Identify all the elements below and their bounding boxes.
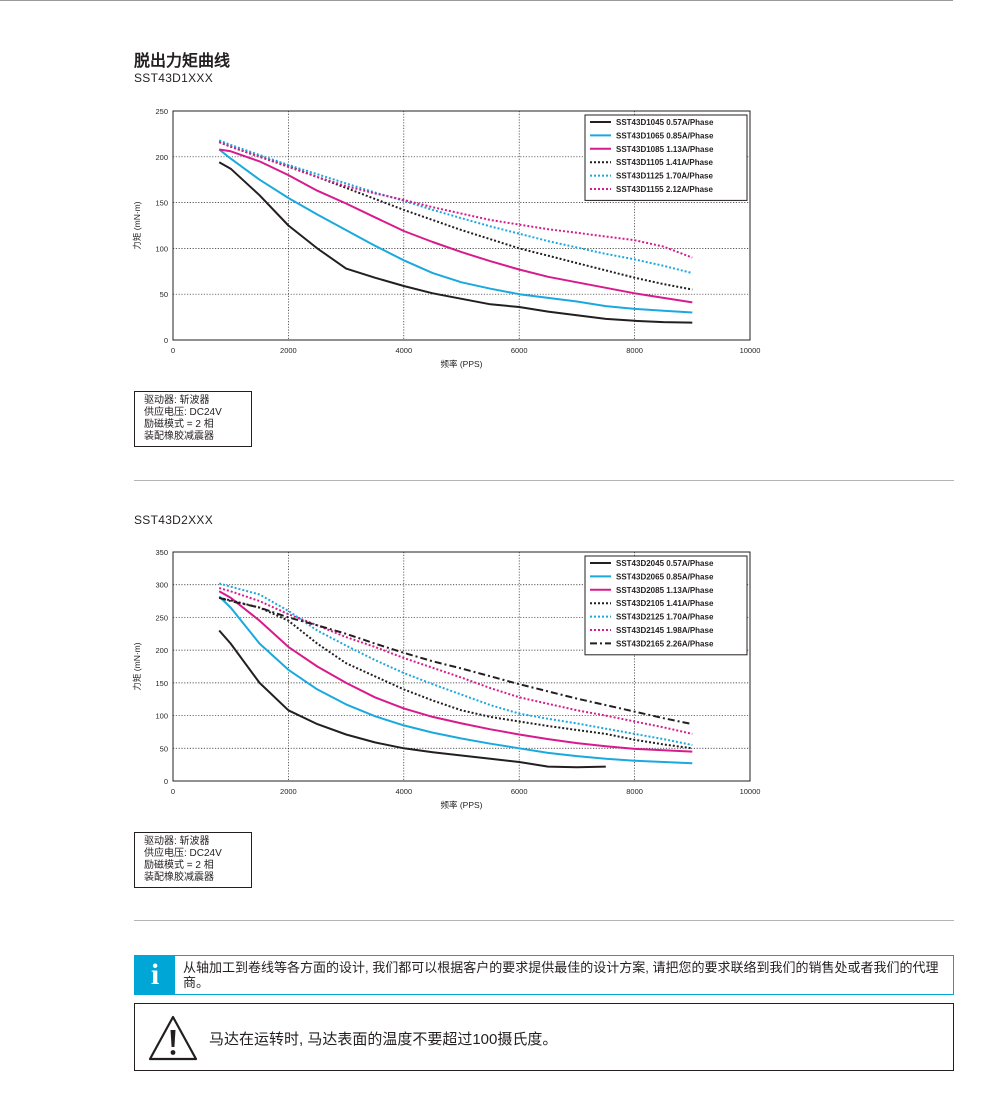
y-tick-label: 300: [155, 581, 168, 590]
series-line-5: [218, 139, 693, 275]
legend-label: SST43D1125 1.70A/Phase: [616, 172, 714, 181]
warning-box: 马达在运转时, 马达表面的温度不要超过100摄氏度。: [134, 1003, 954, 1071]
series-line-5: [218, 582, 693, 746]
warning-triangle-icon: [148, 1015, 198, 1061]
legend-label: SST43D1105 1.41A/Phase: [616, 158, 714, 167]
chart-1-notes: 驱动器: 斩波器 供应电压: DC24V 励磁模式 = 2 相 装配橡胶减震器: [134, 391, 252, 447]
legend-label: SST43D2065 0.85A/Phase: [616, 572, 714, 581]
y-tick-label: 150: [155, 199, 168, 208]
x-tick-label: 10000: [740, 787, 761, 796]
warning-text: 马达在运转时, 马达表面的温度不要超过100摄氏度。: [209, 1031, 558, 1048]
x-tick-label: 10000: [740, 346, 761, 355]
series-line-1: [218, 161, 693, 324]
y-tick-label: 250: [155, 613, 168, 622]
chart-2-svg: 0 2000 4000 6000 8000 10000 0 50 100 150 200 250 300…: [132, 548, 761, 810]
legend-label: SST43D2105 1.41A/Phase: [616, 599, 714, 608]
note-driver: 驱动器: 斩波器: [144, 395, 210, 406]
legend-label: SST43D2045 0.57A/Phase: [616, 559, 714, 568]
chart-2-model: SST43D2XXX: [134, 513, 214, 527]
y-axis-label: 力矩 (mN·m): [132, 201, 142, 249]
info-icon: i: [135, 956, 175, 994]
legend-label: SST43D1065 0.85A/Phase: [616, 131, 714, 140]
info-text: 从轴加工到卷线等各方面的设计, 我们都可以根据客户的要求提供最佳的设计方案, 请…: [183, 960, 939, 990]
legend: SST43D2045 0.57A/Phase SST43D2065 0.85A/P…: [584, 555, 748, 656]
series-line-7: [218, 596, 693, 726]
page-title: 脱出力矩曲线: [134, 53, 231, 70]
chart-1-svg: 0 2000 4000 6000 8000 10000 0 50 100 150 200 250 SST…: [132, 107, 761, 369]
chart-1-model: SST43D1XXX: [134, 71, 214, 85]
legend: SST43D1045 0.57A/Phase SST43D1065 0.85A/P…: [584, 114, 748, 201]
x-axis-label: 频率 (PPS): [440, 359, 482, 369]
y-tick-label: 200: [155, 646, 168, 655]
y-tick-label: 50: [160, 744, 168, 753]
y-tick-label: 0: [164, 777, 168, 786]
legend-label: SST43D2125 1.70A/Phase: [616, 613, 714, 622]
legend-label: SST43D2165 2.26A/Phase: [616, 639, 714, 648]
x-axis-label: 频率 (PPS): [440, 800, 482, 810]
y-tick-label: 250: [155, 107, 168, 116]
series-line-4: [218, 596, 693, 750]
x-tick-label: 8000: [626, 787, 643, 796]
y-tick-label: 200: [155, 153, 168, 162]
legend-label: SST43D2145 1.98A/Phase: [616, 626, 714, 635]
series-line-3: [218, 590, 693, 753]
section-divider: [134, 920, 954, 921]
plot-frame: [172, 551, 751, 782]
legend-label: SST43D1155 2.12A/Phase: [616, 185, 714, 194]
series-line-3: [219, 148, 693, 304]
y-tick-label: 100: [155, 712, 168, 721]
y-tick-label: 0: [164, 336, 168, 345]
note-excitation: 励磁模式 = 2 相: [144, 860, 214, 871]
y-tick-label: 50: [160, 290, 168, 299]
x-tick-label: 4000: [395, 787, 412, 796]
info-box: i 从轴加工到卷线等各方面的设计, 我们都可以根据客户的要求提供最佳的设计方案,…: [134, 955, 954, 995]
chart-2-notes: 驱动器: 斩波器 供应电压: DC24V 励磁模式 = 2 相 装配橡胶减震器: [134, 832, 252, 888]
legend-label: SST43D2085 1.13A/Phase: [616, 586, 714, 595]
x-tick-label: 4000: [395, 346, 412, 355]
series-line-2: [218, 148, 693, 314]
y-tick-label: 350: [155, 548, 168, 557]
y-tick-label: 100: [155, 244, 168, 253]
series-line-2: [218, 595, 693, 765]
x-tick-label: 6000: [511, 787, 528, 796]
series-line-1: [218, 629, 606, 769]
note-damper: 装配橡胶减震器: [144, 431, 214, 442]
chart-1: 0 2000 4000 6000 8000 10000 0 50 100 150 200 250 SST…: [130, 100, 770, 375]
series-line-6: [218, 141, 693, 259]
series-line-6: [218, 587, 693, 735]
note-excitation: 励磁模式 = 2 相: [144, 419, 214, 430]
x-tick-label: 2000: [280, 787, 297, 796]
section-divider: [134, 480, 954, 481]
note-voltage: 供应电压: DC24V: [144, 407, 222, 418]
x-tick-label: 8000: [626, 346, 643, 355]
note-voltage: 供应电压: DC24V: [144, 848, 222, 859]
legend-box: [584, 114, 748, 201]
note-driver: 驱动器: 斩波器: [144, 836, 210, 847]
x-tick-label: 0: [171, 787, 175, 796]
legend-label: SST43D1045 0.57A/Phase: [616, 118, 714, 127]
top-rule: [0, 0, 953, 1]
note-damper: 装配橡胶减震器: [144, 872, 214, 883]
y-tick-label: 150: [155, 679, 168, 688]
plot-frame: [172, 110, 751, 341]
legend-box: [584, 555, 748, 656]
chart-2: 0 2000 4000 6000 8000 10000 0 50 100 150 200 250 300…: [130, 541, 770, 816]
y-axis-label: 力矩 (mN·m): [132, 642, 142, 690]
x-tick-label: 6000: [511, 346, 528, 355]
x-tick-label: 0: [171, 346, 175, 355]
x-tick-label: 2000: [280, 346, 297, 355]
legend-label: SST43D1085 1.13A/Phase: [616, 145, 714, 154]
